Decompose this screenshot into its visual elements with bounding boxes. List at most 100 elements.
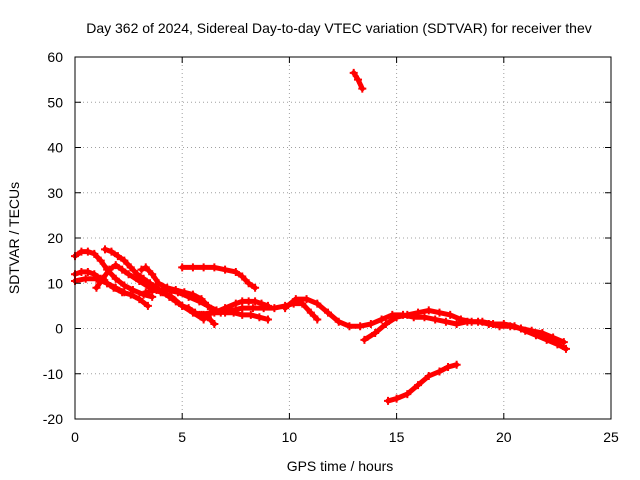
x-tick-label: 25 — [603, 429, 619, 445]
data-point — [371, 329, 380, 338]
y-tick-label: 0 — [55, 321, 63, 337]
data-point — [270, 304, 279, 313]
data-point — [302, 295, 311, 304]
data-point — [83, 267, 92, 276]
data-point — [101, 245, 110, 254]
data-point — [313, 299, 322, 308]
data-point — [246, 310, 255, 319]
data-point — [148, 270, 157, 279]
data-point — [414, 308, 423, 317]
x-tick-label: 10 — [282, 429, 298, 445]
tick-layer: 0 5 10 15 20 25 -20 -10 0 10 20 30 40 50 60 — [43, 49, 619, 445]
data-point — [414, 381, 423, 390]
series-arc-12 — [360, 306, 570, 353]
data-point — [128, 286, 137, 295]
data-point — [203, 301, 212, 310]
data-point — [118, 265, 127, 274]
y-tick-label: 40 — [47, 140, 63, 156]
data-point — [456, 315, 465, 324]
y-tick-label: 10 — [47, 275, 63, 291]
data-point — [510, 322, 519, 331]
data-point — [358, 84, 367, 93]
data-point — [420, 313, 429, 322]
data-point — [210, 263, 219, 272]
series-arc-11 — [281, 295, 568, 347]
data-point — [392, 394, 401, 403]
data-point — [403, 310, 412, 319]
data-point — [90, 249, 99, 258]
data-point — [199, 310, 208, 319]
data-point — [499, 319, 508, 328]
series-arc-10 — [199, 297, 272, 319]
data-point — [96, 256, 105, 265]
x-tick-label: 20 — [496, 429, 512, 445]
data-point — [221, 304, 230, 313]
data-point — [553, 340, 562, 349]
data-point — [345, 322, 354, 331]
data-point — [146, 279, 155, 288]
data-point — [251, 283, 260, 292]
data-point — [354, 75, 363, 84]
data-point — [120, 288, 129, 297]
data-point — [124, 270, 133, 279]
data-point — [178, 301, 187, 310]
data-point — [263, 315, 272, 324]
data-point — [195, 297, 204, 306]
data-point — [446, 310, 455, 319]
data-point — [178, 263, 187, 272]
data-point — [377, 315, 386, 324]
data-point — [171, 297, 180, 306]
data-point — [184, 304, 193, 313]
data-point — [238, 304, 247, 313]
data-point — [559, 338, 568, 347]
y-tick-label: 20 — [47, 230, 63, 246]
data-point — [334, 317, 343, 326]
y-axis-title: SDTVAR / TECUs — [6, 182, 22, 294]
chart-title: Day 362 of 2024, Sidereal Day-to-day VTE… — [86, 20, 592, 36]
data-point — [143, 301, 152, 310]
x-tick-label: 15 — [389, 429, 405, 445]
data-point — [210, 319, 219, 328]
data-point — [133, 270, 142, 279]
data-point — [478, 317, 487, 326]
data-point — [521, 326, 530, 335]
y-tick-label: 30 — [47, 185, 63, 201]
data-point — [349, 68, 358, 77]
data-point — [251, 297, 260, 306]
grid — [75, 57, 611, 419]
data-point — [221, 265, 230, 274]
x-tick-label: 0 — [71, 429, 79, 445]
data-point — [154, 279, 163, 288]
data-point — [103, 279, 112, 288]
data-point — [384, 396, 393, 405]
data-point — [126, 263, 135, 272]
data-point — [173, 288, 182, 297]
x-axis-title: GPS time / hours — [287, 458, 394, 474]
data-point — [431, 315, 440, 324]
data-point — [542, 335, 551, 344]
data-point — [111, 283, 120, 292]
data-point — [139, 274, 148, 283]
data-point — [92, 283, 101, 292]
data-point — [424, 306, 433, 315]
series-line — [385, 362, 460, 404]
data-point — [244, 279, 253, 288]
data-point — [263, 301, 272, 310]
data-point — [111, 261, 120, 270]
data-point — [435, 308, 444, 317]
data-point — [444, 362, 453, 371]
x-tick-label: 5 — [178, 429, 186, 445]
data-point — [141, 288, 150, 297]
data-point — [366, 319, 375, 328]
data-point — [248, 304, 257, 313]
data-point — [141, 263, 150, 272]
data-point — [120, 256, 129, 265]
data-point — [467, 317, 476, 326]
data-point — [403, 390, 412, 399]
data-point — [238, 272, 247, 281]
data-point — [238, 310, 247, 319]
data-point — [392, 313, 401, 322]
data-point — [424, 372, 433, 381]
series-layer — [71, 68, 570, 405]
